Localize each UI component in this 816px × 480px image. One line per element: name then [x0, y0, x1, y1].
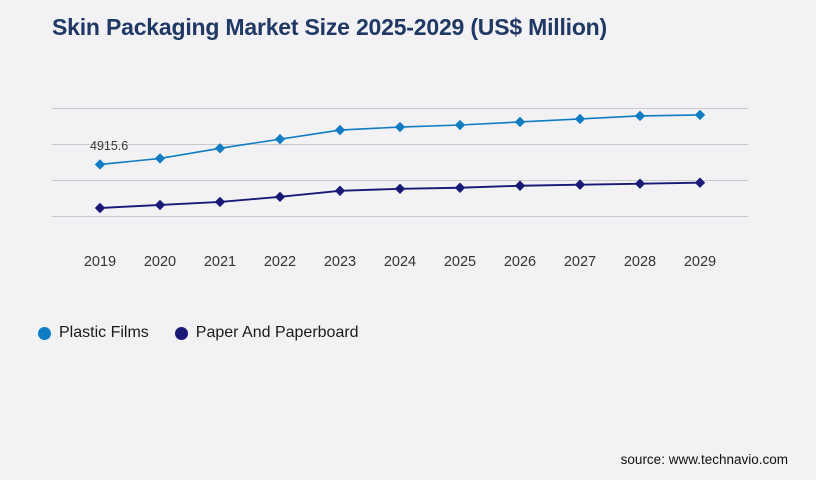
data-point[interactable] — [394, 183, 406, 194]
data-point[interactable] — [574, 113, 586, 125]
data-point[interactable] — [454, 182, 466, 193]
data-point[interactable] — [94, 159, 106, 170]
data-point[interactable] — [514, 180, 526, 191]
data-point[interactable] — [274, 191, 286, 203]
x-tick-label: 2019 — [83, 254, 117, 270]
data-point[interactable] — [334, 124, 346, 136]
data-point[interactable] — [394, 121, 406, 133]
x-tick-label: 2024 — [383, 254, 417, 270]
data-point[interactable] — [694, 109, 706, 121]
data-label: 4915.6 — [90, 139, 129, 154]
legend-item[interactable]: Plastic Films — [38, 324, 149, 342]
data-point[interactable] — [634, 110, 646, 122]
series-2 — [94, 177, 706, 214]
x-tick-label: 2029 — [683, 254, 717, 270]
source-attribution: source: www.technavio.com — [620, 452, 788, 467]
legend-item-label: Paper And Paperboard — [195, 324, 359, 341]
x-tick-label: 2028 — [623, 254, 657, 270]
data-point[interactable] — [634, 178, 646, 189]
data-point[interactable] — [94, 202, 106, 214]
data-point[interactable] — [214, 196, 226, 208]
x-tick-label: 2023 — [323, 254, 357, 270]
data-point[interactable] — [334, 185, 346, 196]
chart-legend: Plastic Films Paper And Paperboard — [38, 324, 359, 342]
legend-marker-icon — [38, 326, 51, 340]
chart-title: Skin Packaging Market Size 2025-2029 (US… — [52, 14, 607, 40]
x-tick-label: 2022 — [263, 254, 297, 270]
x-tick-label: 2026 — [503, 254, 537, 270]
data-point[interactable] — [154, 199, 166, 211]
x-tick-label: 2020 — [143, 254, 177, 270]
x-tick-label: 2025 — [443, 254, 477, 270]
x-tick-label: 2027 — [563, 254, 597, 270]
data-point[interactable] — [154, 153, 166, 164]
data-point[interactable] — [214, 143, 226, 154]
legend-item[interactable]: Paper And Paperboard — [174, 324, 359, 342]
legend-marker-icon — [174, 326, 188, 340]
series-1 — [94, 109, 706, 170]
data-point[interactable] — [694, 177, 706, 188]
x-tick-label: 2021 — [203, 254, 237, 270]
data-point[interactable] — [574, 179, 586, 190]
data-point[interactable] — [454, 119, 466, 131]
data-point[interactable] — [274, 133, 286, 145]
legend-item-label: Plastic Films — [59, 324, 149, 341]
data-point[interactable] — [514, 116, 526, 128]
